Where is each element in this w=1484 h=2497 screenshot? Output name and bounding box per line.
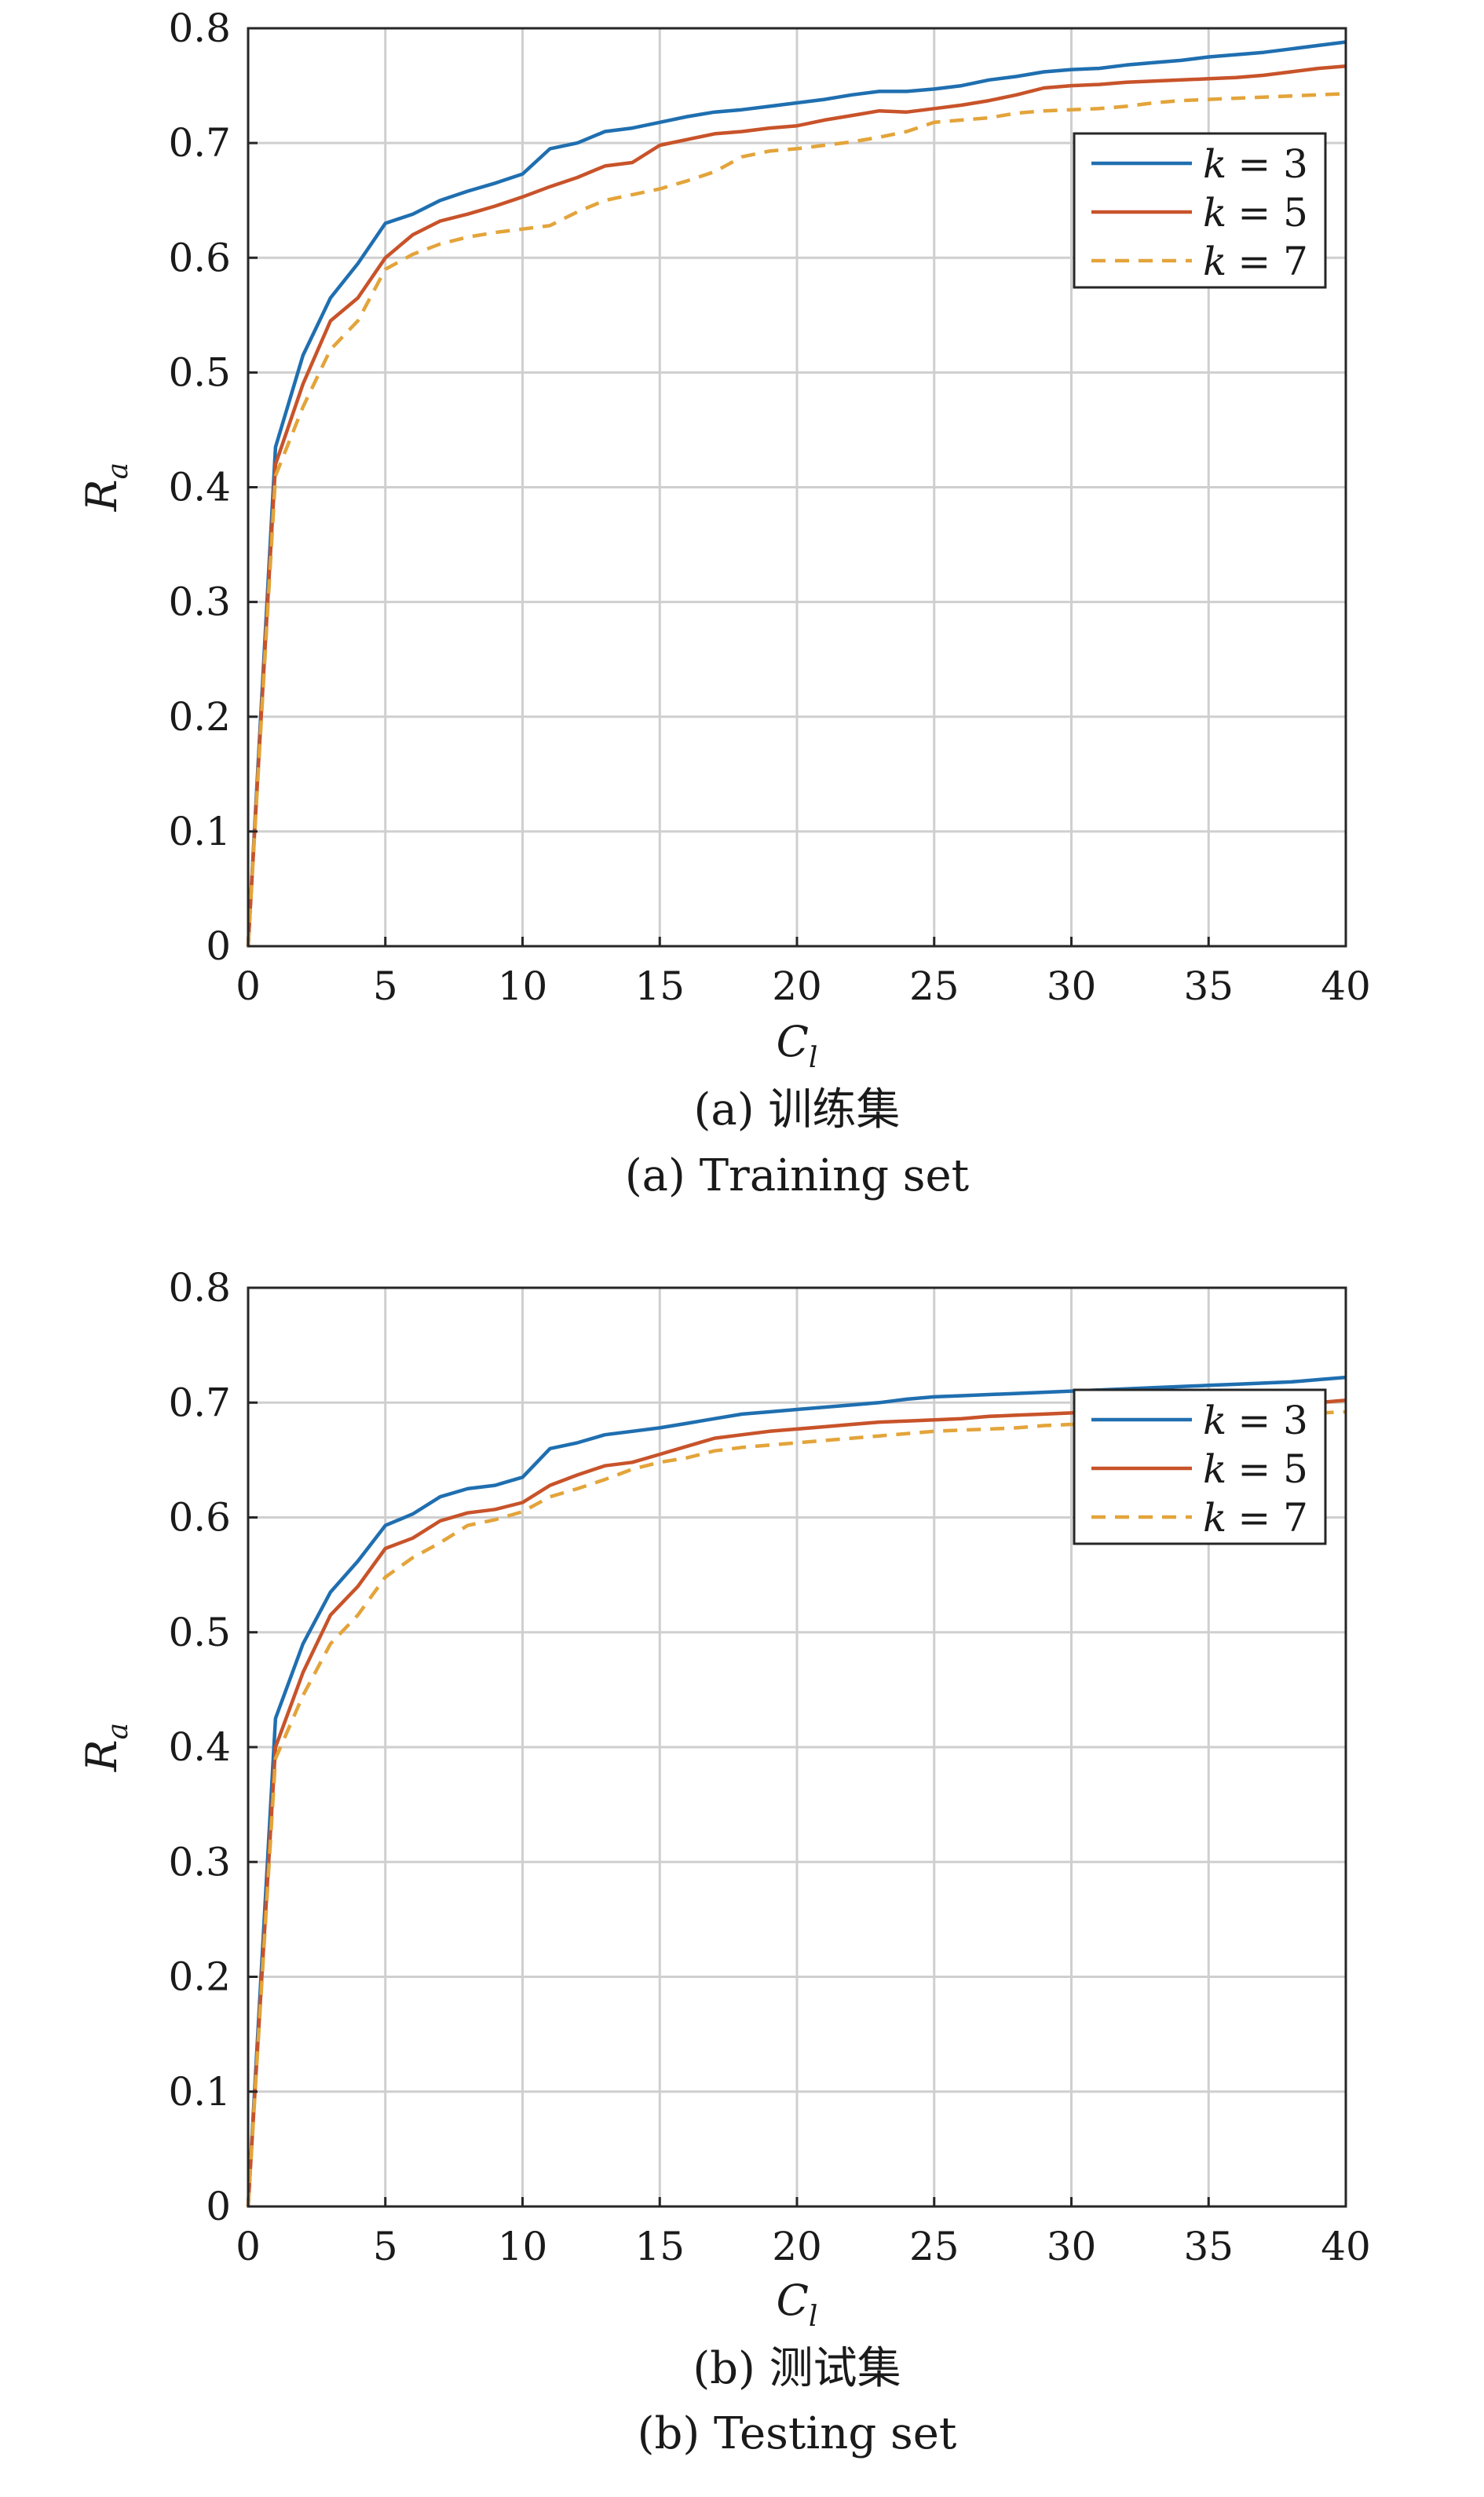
- series-group: [246, 40, 1347, 947]
- caption-cn: (a) 训练集: [694, 1084, 901, 1135]
- x-tick-label: 0: [236, 963, 261, 1009]
- y-tick-label: 0.3: [168, 1839, 231, 1885]
- series-line-k3: [246, 40, 1347, 947]
- y-tick-label: 0.7: [168, 120, 231, 166]
- legend-label: k = 5: [1203, 190, 1308, 236]
- y-tick-label: 0.5: [168, 1610, 231, 1655]
- y-tick-label: 0.2: [168, 694, 231, 740]
- legend-label: k = 7: [1203, 1495, 1308, 1541]
- x-tick-label: 15: [634, 963, 685, 1009]
- y-tick-label: 0.8: [168, 1265, 231, 1311]
- y-tick-label: 0.3: [168, 579, 231, 625]
- chart-testing: 0 5 10 15 20 25 30 35 40 0 0.1 0.2 0.3 0.4 0.5 0.6 0.7 0.…: [77, 1265, 1371, 2459]
- x-tick-label: 10: [498, 2224, 548, 2269]
- caption-en: (b) Testing set: [638, 2408, 957, 2459]
- x-tick-label: 5: [373, 2224, 398, 2269]
- y-axis-label: Ra: [77, 462, 134, 512]
- x-axis-label: Cl: [777, 2276, 818, 2333]
- x-tick-label: 15: [634, 2224, 685, 2269]
- legend-label: k = 7: [1203, 239, 1308, 284]
- x-tick-label: 5: [373, 963, 398, 1009]
- x-tick-label: 25: [909, 2224, 959, 2269]
- x-tick-label: 25: [909, 963, 959, 1009]
- y-tick-label: 0.8: [168, 5, 231, 51]
- tick-labels: 0 5 10 15 20 25 30 35 40 0 0.1 0.2 0.3 0.4 0.5 0.6 0.7 0.…: [168, 5, 1370, 1009]
- series-line-k5: [246, 64, 1347, 947]
- y-tick-label: 0.4: [168, 465, 231, 510]
- legend: k = 3k = 5k = 7: [1073, 1388, 1327, 1545]
- y-axis-label: Ra: [77, 1723, 134, 1772]
- x-tick-label: 30: [1047, 2224, 1097, 2269]
- y-tick-label: 0: [206, 2184, 231, 2229]
- x-tick-label: 35: [1183, 2224, 1234, 2269]
- x-tick-label: 30: [1047, 963, 1097, 1009]
- x-tick-label: 0: [236, 2224, 261, 2269]
- y-tick-label: 0.4: [168, 1724, 231, 1770]
- legend-label: k = 5: [1203, 1446, 1308, 1492]
- legend: k = 3k = 5k = 7: [1073, 132, 1327, 289]
- y-tick-label: 0.5: [168, 349, 231, 395]
- x-axis-label: Cl: [777, 1017, 818, 1074]
- y-tick-label: 0.1: [168, 2069, 231, 2115]
- tick-labels: 0 5 10 15 20 25 30 35 40 0 0.1 0.2 0.3 0.4 0.5 0.6 0.7 0.…: [168, 1265, 1370, 2269]
- y-tick-label: 0.1: [168, 809, 231, 854]
- series-line-k3: [246, 1375, 1347, 2207]
- y-tick-label: 0.6: [168, 1495, 231, 1541]
- y-tick-label: 0.7: [168, 1380, 231, 1425]
- chart-training: 0 5 10 15 20 25 30 35 40 0 0.1 0.2 0.3 0.4 0.5 0.6 0.7 0.…: [77, 5, 1371, 1201]
- x-tick-label: 10: [498, 963, 548, 1009]
- x-tick-label: 35: [1183, 963, 1234, 1009]
- y-tick-label: 0.6: [168, 235, 231, 280]
- legend-label: k = 3: [1203, 1398, 1308, 1443]
- x-tick-label: 40: [1321, 963, 1371, 1009]
- y-tick-label: 0.2: [168, 1954, 231, 2000]
- caption-en: (a) Training set: [625, 1150, 970, 1201]
- x-tick-label: 20: [772, 963, 822, 1009]
- legend-label: k = 3: [1203, 141, 1308, 187]
- y-tick-label: 0: [206, 923, 231, 969]
- series-line-k7: [246, 92, 1347, 947]
- x-tick-label: 20: [772, 2224, 822, 2269]
- caption-cn: (b) 测试集: [693, 2343, 901, 2394]
- x-tick-label: 40: [1321, 2224, 1371, 2269]
